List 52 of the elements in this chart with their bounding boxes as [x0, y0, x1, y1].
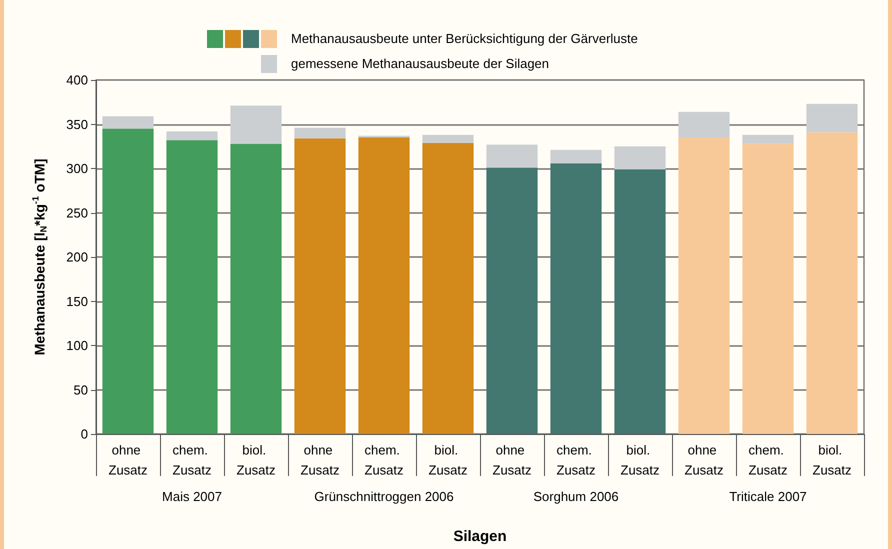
bar: [742, 144, 794, 434]
text: Sorghum 2006: [533, 489, 619, 504]
y-tick-label: 100: [66, 338, 88, 353]
y-tick-label: 0: [80, 426, 88, 442]
bar: [166, 131, 218, 140]
bar: [486, 144, 538, 168]
bar: [358, 138, 410, 434]
y-tick-label: 400: [66, 72, 88, 88]
y-tick-label: 150: [66, 294, 88, 309]
x-tick-label: ohne Zusatz: [684, 442, 724, 478]
bar: [102, 128, 154, 434]
bar: [230, 106, 282, 144]
legend-label: gemessene Methanausausbeute der Silagen: [291, 56, 550, 71]
bar: [614, 146, 666, 170]
text: Mais 2007: [162, 489, 222, 504]
bar: [102, 116, 154, 129]
text: Triticale 2007: [729, 489, 807, 504]
legend-label: Methanausausbeute unter Berücksichtigung der Gärverluste: [291, 31, 638, 46]
x-tick-label: biol. Zusatz: [812, 442, 852, 478]
y-tick-label: 250: [66, 205, 88, 220]
x-tick-label: ohne Zusatz: [108, 442, 148, 478]
x-tick-label: biol. Zusatz: [620, 442, 660, 478]
x-tick-label: chem. Zusatz: [556, 442, 596, 478]
bar: [422, 134, 474, 143]
bar: [550, 163, 602, 434]
x-tick-label: chem. Zusatz: [364, 442, 404, 478]
y-tick-label: 200: [66, 250, 88, 264]
bar: [294, 128, 346, 138]
x-axis-title: Silagen: [453, 528, 507, 545]
bar: [486, 168, 538, 434]
bar: [614, 169, 666, 434]
x-tick-label: chem. Zusatz: [748, 442, 788, 478]
bar: [806, 104, 858, 132]
x-tick-label: biol. Zusatz: [428, 442, 468, 478]
y-tick-label: 300: [66, 161, 88, 176]
bar: [422, 142, 474, 434]
y-axis-title: Methanausbeute [lN*kg-1 oTM]: [30, 158, 48, 356]
bar: [678, 112, 730, 138]
bar: [806, 132, 858, 434]
x-tick-label: chem. Zusatz: [172, 442, 212, 478]
x-tick-label: ohne Zusatz: [300, 442, 340, 478]
bar: [742, 134, 794, 144]
x-tick-label: ohne Zusatz: [492, 442, 532, 478]
x-tick-label: biol. Zusatz: [236, 442, 276, 478]
bar: [294, 138, 346, 434]
bar: [550, 150, 602, 164]
bar: [678, 138, 730, 434]
bar: [230, 144, 282, 434]
text: Grünschnittroggen 2006: [314, 489, 454, 504]
y-tick-label: 350: [66, 116, 88, 132]
bar: [166, 140, 218, 434]
y-tick-label: 50: [74, 382, 88, 398]
